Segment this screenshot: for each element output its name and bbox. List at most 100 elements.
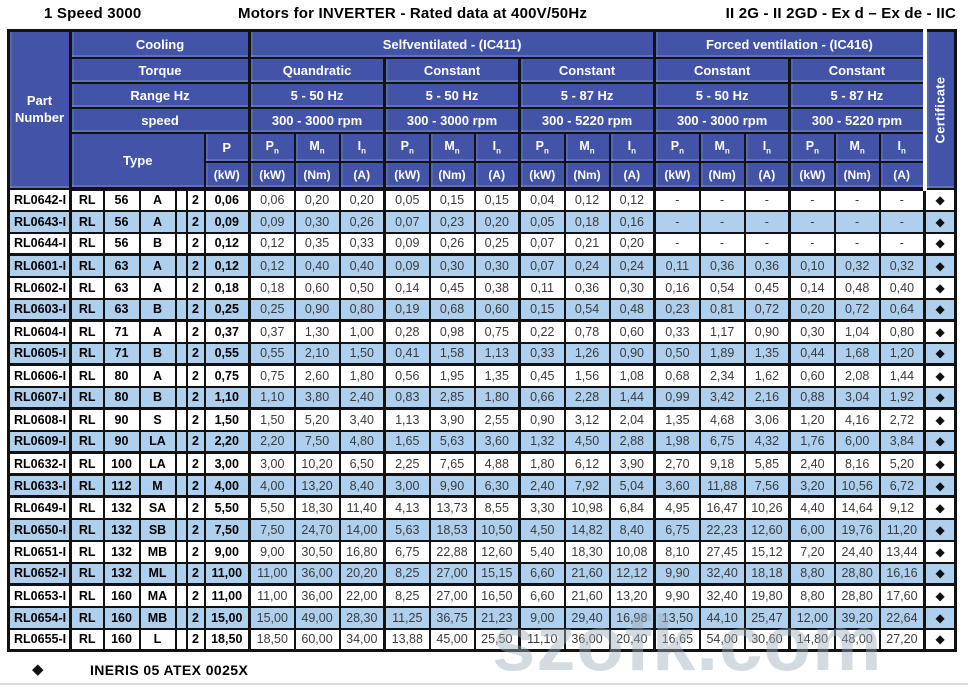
value-cell: 7,50 (248, 517, 296, 542)
value-cell: 13,73 (428, 495, 476, 520)
value-cell: 3,80 (293, 385, 341, 410)
value-cell: 1,35 (473, 363, 522, 388)
value-cell: 0,09 (383, 253, 431, 278)
type-series: RL (69, 297, 105, 322)
type-poles: 2 (185, 385, 206, 410)
value-cell: 10,50 (473, 517, 522, 542)
value-cell: 0,72 (833, 297, 881, 322)
type-letter: L (138, 627, 177, 652)
table-row: RL0644-I RL 56 B 2 0,12 0,12 0,35 0,33 0,09 0,26 0,… (7, 231, 957, 256)
value-cell: 0,24 (563, 253, 611, 278)
type-spacer (174, 451, 188, 476)
value-cell: 0,20 (788, 297, 836, 322)
table-row: RL0609-I RL 90 LA 2 2,20 2,20 7,50 4,80 1,65 5,63 3… (7, 429, 957, 454)
value-cell: 32,40 (698, 561, 746, 586)
value-cell: 48,00 (833, 627, 881, 652)
type-frame: 56 (102, 187, 141, 212)
value-cell: 4,16 (833, 407, 881, 432)
type-spacer (174, 539, 188, 564)
type-letter: SA (138, 495, 177, 520)
value-cell: 16,80 (338, 539, 387, 564)
value-cell: 36,75 (428, 605, 476, 630)
type-frame: 160 (102, 627, 141, 652)
type-frame: 63 (102, 275, 141, 300)
value-cell: 20,20 (338, 561, 387, 586)
table-row: RL0608-I RL 90 S 2 1,50 1,50 5,20 3,40 1,13 3,90 2,… (7, 407, 957, 432)
value-cell: 0,12 (563, 187, 611, 212)
value-cell: 0,75 (248, 363, 296, 388)
value-cell: 0,07 (383, 209, 431, 234)
value-cell: 5,63 (383, 517, 431, 542)
value-cell: 0,45 (518, 363, 566, 388)
value-cell: 0,33 (338, 231, 387, 256)
rated-power: 15,00 (203, 605, 252, 630)
header-speed-g1: 300 - 3000 rpm (248, 106, 387, 134)
type-letter: A (138, 253, 177, 278)
value-cell: 3,90 (428, 407, 476, 432)
table-row: RL0607-I RL 80 B 2 1,10 1,10 3,80 2,40 0,83 2,85 1,… (7, 385, 957, 410)
part-number: RL0643-I (7, 209, 72, 234)
value-cell: 0,50 (338, 275, 387, 300)
value-cell: 2,70 (653, 451, 701, 476)
value-cell: 0,25 (473, 231, 522, 256)
type-spacer (174, 407, 188, 432)
value-cell: 60,00 (293, 627, 341, 652)
header-torque-g5: Constant (788, 56, 927, 84)
value-cell: 36,00 (293, 583, 341, 608)
table-row: RL0652-I RL 132 ML 2 11,00 11,00 36,00 20,20 8,25… (7, 561, 957, 586)
value-cell: 0,21 (563, 231, 611, 256)
header-rated-power-unit-g2: (kW) (383, 160, 431, 191)
certificate-legend: ◆ INERIS 05 ATEX 0025X (0, 659, 968, 681)
type-spacer (174, 319, 188, 344)
header-range-g4: 5 - 50 Hz (653, 81, 792, 109)
certificate-mark: ◆ (923, 583, 957, 608)
type-letter: M (138, 473, 177, 498)
value-cell: 8,40 (608, 517, 657, 542)
rated-power: 0,37 (203, 319, 252, 344)
value-cell: 11,00 (248, 561, 296, 586)
value-cell: 8,40 (338, 473, 387, 498)
value-cell: 0,56 (383, 363, 431, 388)
value-cell: - (743, 231, 792, 256)
part-number: RL0632-I (7, 451, 72, 476)
type-letter: S (138, 407, 177, 432)
header-speed-label: speed (69, 106, 252, 134)
value-cell: - (788, 231, 836, 256)
value-cell: - (653, 231, 701, 256)
header-torque-g4: Constant (653, 56, 792, 84)
value-cell: 0,88 (788, 385, 836, 410)
value-cell: 2,60 (293, 363, 341, 388)
value-cell: 1,50 (338, 341, 387, 366)
value-cell: 12,00 (788, 605, 836, 630)
value-cell: - (878, 187, 927, 212)
type-frame: 63 (102, 253, 141, 278)
header-rated-torque-symbol-g3: Mn (563, 131, 611, 163)
type-frame: 80 (102, 363, 141, 388)
value-cell: 0,33 (518, 341, 566, 366)
value-cell: 4,88 (473, 451, 522, 476)
value-cell: 0,30 (293, 209, 341, 234)
type-spacer (174, 275, 188, 300)
rated-power: 0,09 (203, 209, 252, 234)
type-poles: 2 (185, 473, 206, 498)
table-row: RL0655-I RL 160 L 2 18,50 18,50 60,00 34,00 13,88… (7, 627, 957, 652)
part-number: RL0607-I (7, 385, 72, 410)
value-cell: 0,15 (473, 187, 522, 212)
value-cell: 6,50 (338, 451, 387, 476)
value-cell: 1,50 (248, 407, 296, 432)
type-frame: 160 (102, 583, 141, 608)
type-letter: LA (138, 451, 177, 476)
value-cell: 2,34 (698, 363, 746, 388)
header-rated-current-unit-g5: (A) (878, 160, 927, 191)
table-row: RL0654-I RL 160 MB 2 15,00 15,00 49,00 28,30 11,2… (7, 605, 957, 630)
title-marking: II 2G - II 2GD - Ex d – Ex de - IIC (725, 5, 956, 22)
value-cell: 8,80 (788, 561, 836, 586)
type-frame: 71 (102, 341, 141, 366)
type-poles: 2 (185, 297, 206, 322)
type-poles: 2 (185, 495, 206, 520)
value-cell: 10,98 (563, 495, 611, 520)
value-cell: 0,90 (743, 319, 792, 344)
value-cell: 11,25 (383, 605, 431, 630)
value-cell: - (653, 209, 701, 234)
rated-power: 3,00 (203, 451, 252, 476)
